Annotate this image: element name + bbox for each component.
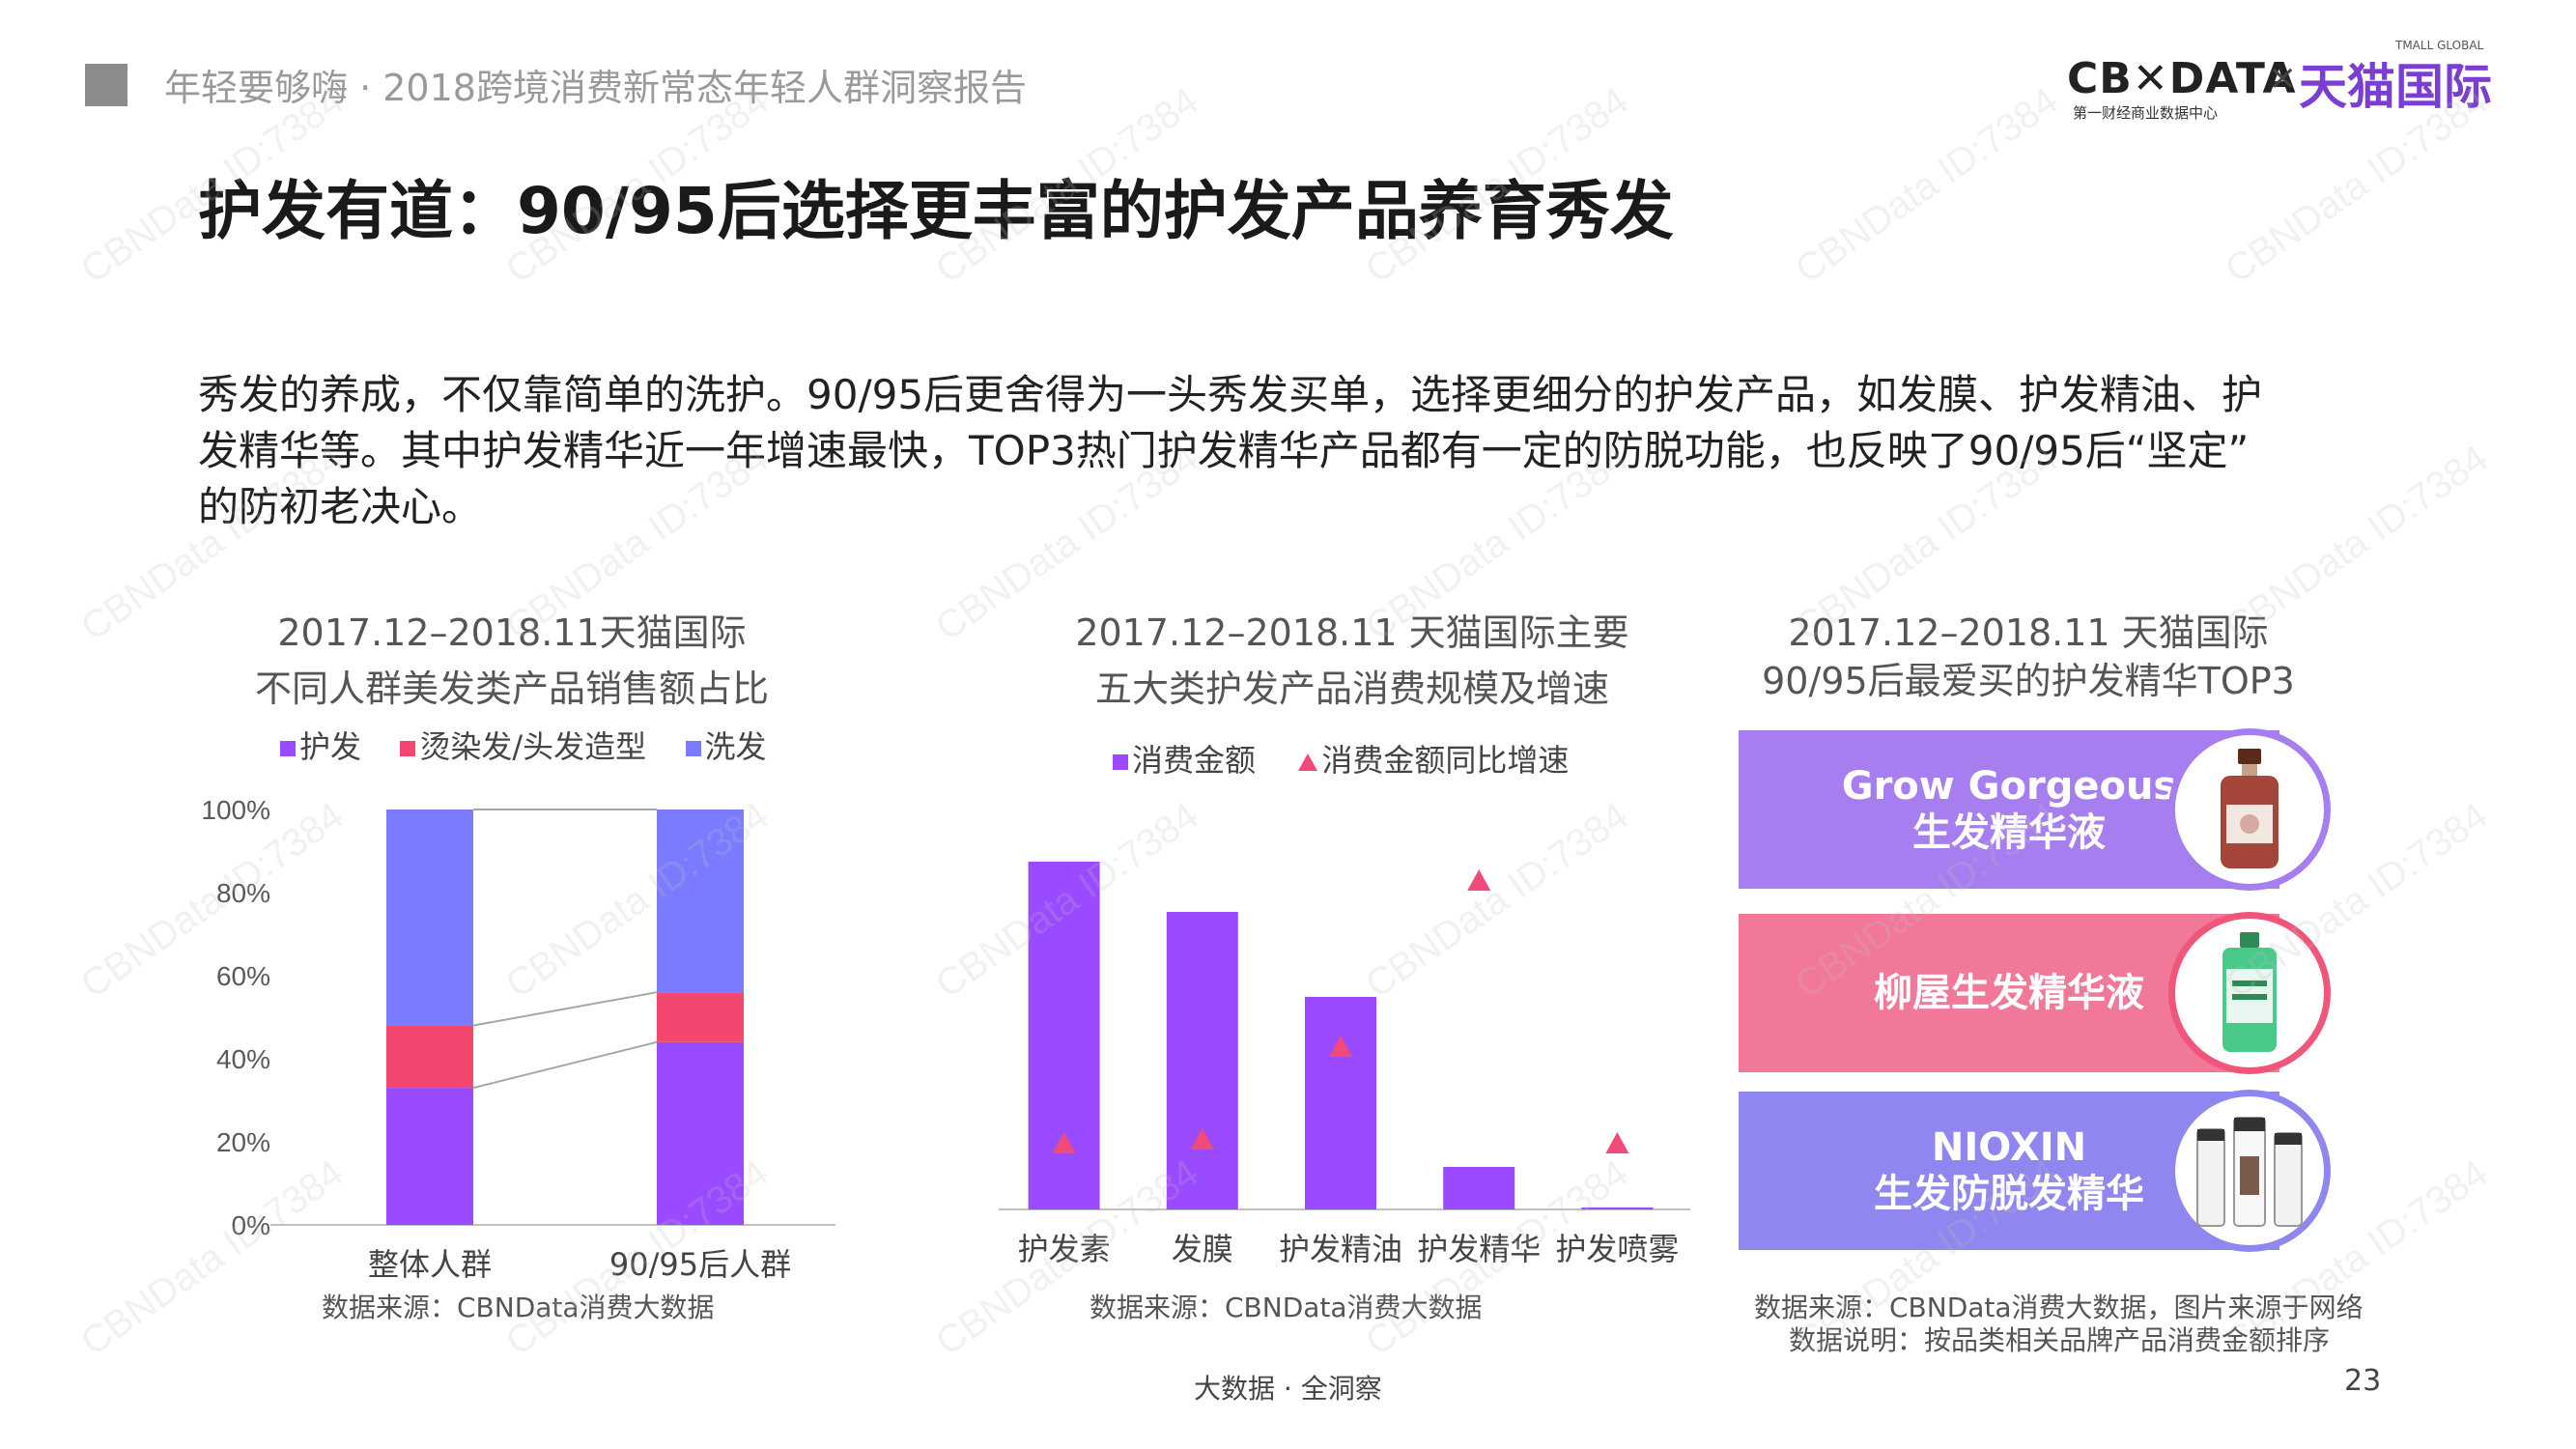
x-category-label: 护发精华 [1417, 1231, 1541, 1267]
logo-subtitle: 第一财经商业数据中心 [2073, 104, 2219, 122]
legend-swatch-purple [280, 741, 296, 756]
x-category-label: 发膜 [1172, 1231, 1233, 1267]
tonic-bottle-icon [2222, 932, 2277, 1052]
chart1-title-line2: 不同人群美发类产品销售额占比 [254, 668, 769, 710]
intro-line: 的防初老决心。 [198, 483, 483, 530]
product-name: NIOXIN [1931, 1125, 2087, 1170]
logo-tmall: 天猫国际 [2299, 59, 2492, 115]
chart2-legend: 消费金额 消费金额同比增速 [1113, 736, 1569, 781]
top3-title-line1: 2017.12–2018.11 天猫国际 [1788, 611, 2269, 654]
y-tick-label: 40% [216, 1044, 270, 1074]
bar [1028, 862, 1100, 1209]
intro-paragraph: 秀发的养成，不仅靠简单的洗护。90/95后更舍得为一头秀发买单，选择更细分的护发… [198, 367, 2420, 535]
growth-marker [1052, 1132, 1076, 1153]
chart1-legend: 护发 烫染发/头发造型 洗发 [280, 723, 767, 767]
bar [1581, 1208, 1654, 1209]
product-name: 柳屋生发精华液 [1874, 971, 2144, 1015]
logo-tmall-global: TMALL GLOBAL [2395, 39, 2484, 52]
product-name: Grow Gorgeous [1841, 764, 2177, 809]
bar-segment-2 [657, 992, 744, 1042]
y-tick-label: 0% [232, 1210, 270, 1240]
y-tick-label: 20% [216, 1127, 270, 1157]
chart2-title-line1: 2017.12–2018.11 天猫国际主要 [1075, 611, 1629, 654]
growth-marker [1190, 1128, 1214, 1150]
logo-cbndata: CB✕DATA [2067, 54, 2297, 103]
bar [1443, 1167, 1515, 1209]
bar-segment-1 [386, 1088, 473, 1225]
bar-segment-1 [657, 1041, 744, 1225]
legend-label: 护发 [299, 728, 362, 765]
page-title: 护发有道：90/95后选择更丰富的护发产品养育秀发 [198, 174, 1674, 248]
x-category-label: 整体人群 [368, 1246, 492, 1283]
product-name-sub: 生发精华液 [1912, 810, 2106, 855]
footer-tagline: 大数据 · 全洞察 [1194, 1373, 1382, 1405]
growth-marker [1605, 1132, 1629, 1153]
chart1-title: 2017.12–2018.11天猫国际 不同人群美发类产品销售额占比 [174, 605, 850, 717]
bar-segment-3 [657, 810, 744, 993]
intro-line: 秀发的养成，不仅靠简单的洗护。90/95后更舍得为一头秀发买单，选择更细分的护发… [198, 371, 2263, 418]
bar [1305, 997, 1376, 1209]
x-category-label: 护发喷雾 [1555, 1231, 1679, 1267]
top3-title: 2017.12–2018.11 天猫国际 90/95后最爱买的护发精华TOP3 [1719, 605, 2337, 709]
page-number: 23 [2344, 1364, 2382, 1398]
y-tick-label: 60% [216, 961, 270, 991]
series-connector-line [472, 1040, 658, 1090]
legend-label: 洗发 [704, 728, 767, 765]
intro-line: 发精华等。其中护发精华近一年增速最快，TOP3热门护发精华产品都有一定的防脱功能… [198, 427, 2250, 474]
legend-label: 烫染发/头发造型 [419, 728, 647, 765]
product-image-3 [2168, 1090, 2331, 1252]
brand-logo: CB✕DATA × 天猫国际 TMALL GLOBAL 第一财经商业数据中心 [2067, 39, 2502, 126]
chart2-source: 数据来源：CBNData消费大数据 [1090, 1292, 1483, 1323]
x-category-label: 护发素 [1018, 1231, 1111, 1267]
logo-times: × [2268, 58, 2298, 98]
bar-segment-3 [386, 810, 473, 1026]
legend-triangle-icon [1298, 753, 1318, 771]
product-image-2 [2168, 912, 2331, 1074]
legend-label: 消费金额同比增速 [1321, 742, 1570, 779]
growth-marker [1329, 1036, 1352, 1057]
serum-bottle-icon [2221, 749, 2279, 868]
product-name-sub: 生发防脱发精华 [1874, 1172, 2144, 1216]
watermark-text: CBNData ID:7384 [1788, 79, 2066, 292]
y-tick-label: 100% [201, 795, 270, 825]
growth-marker [1467, 869, 1491, 891]
chart1-source: 数据来源：CBNData消费大数据 [322, 1292, 715, 1323]
x-category-label: 90/95后人群 [609, 1246, 791, 1283]
product-set-icon [2196, 1117, 2303, 1227]
legend-swatch-blue [685, 741, 701, 756]
chart2-bar-marker: 护发素 发膜 护发精油 护发精华 护发喷雾 [999, 862, 1690, 1267]
product-image-1 [2168, 728, 2331, 891]
chart1-title-line1: 2017.12–2018.11天猫国际 [277, 611, 747, 654]
series-connector-line [472, 991, 658, 1027]
chart2-title-line2: 五大类护发产品消费规模及增速 [1094, 668, 1609, 710]
chart2-title: 2017.12–2018.11 天猫国际主要 五大类护发产品消费规模及增速 [985, 605, 1719, 717]
top3-title-line2: 90/95后最爱买的护发精华TOP3 [1762, 660, 2295, 702]
bar [1166, 912, 1238, 1209]
legend-label: 消费金额 [1132, 742, 1257, 779]
report-title: 年轻要够嗨 · 2018跨境消费新常态年轻人群洞察报告 [164, 67, 1027, 109]
legend-swatch-bar [1113, 754, 1128, 770]
x-category-label: 护发精油 [1279, 1231, 1402, 1267]
chart1-stacked-bar: 0% 20% 40% 60% 80% 100% 整体人群 90/95后人群 [201, 795, 835, 1283]
bar-segment-2 [386, 1025, 473, 1089]
header-marker [85, 64, 127, 106]
top3-note: 数据说明：按品类相关品牌产品消费金额排序 [1789, 1324, 2331, 1356]
top3-source: 数据来源：CBNData消费大数据，图片来源于网络 [1754, 1292, 2364, 1323]
y-tick-label: 80% [216, 878, 270, 908]
legend-swatch-pink [400, 741, 416, 756]
